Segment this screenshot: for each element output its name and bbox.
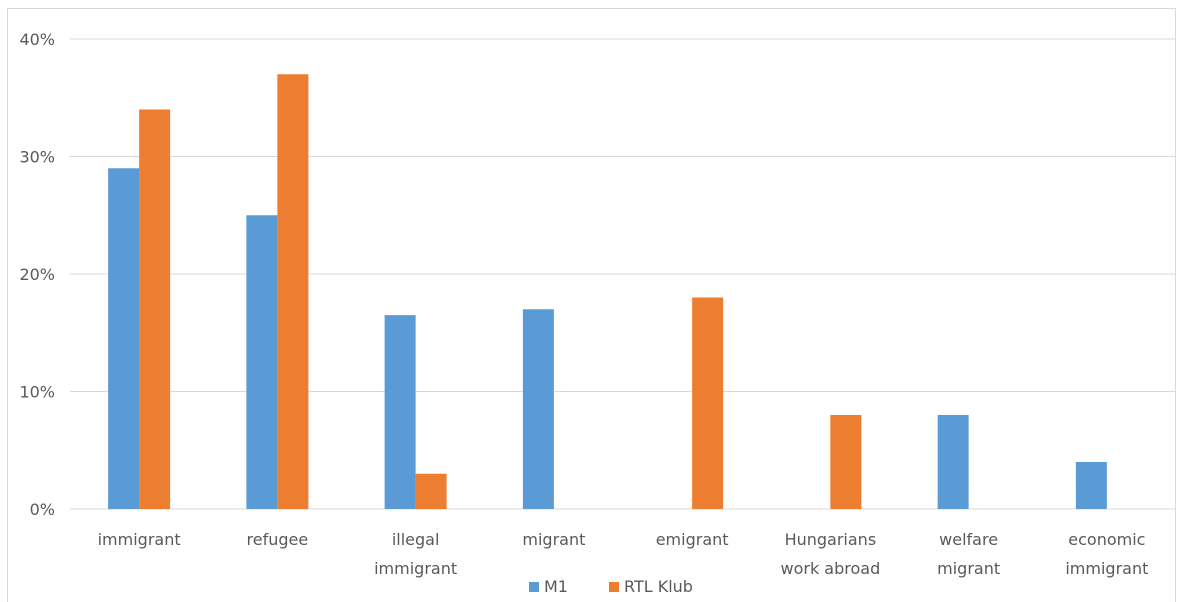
bar-m1 [384, 315, 416, 509]
x-category-label: work abroad [781, 559, 881, 578]
gridlines [70, 38, 1176, 510]
x-axis-labels: immigrant refugee illegal immigrant migrant e… [98, 530, 1149, 578]
x-category-label: emigrant [656, 530, 729, 549]
legend-swatch [529, 582, 539, 592]
bar-rtl-klub [830, 415, 862, 509]
y-tick-label: 10% [19, 383, 55, 402]
bar-m1 [246, 215, 278, 509]
legend-label: RTL Klub [624, 577, 693, 596]
bar-m1 [522, 309, 554, 509]
bar-m1 [108, 168, 140, 509]
bar-m1 [1075, 462, 1107, 509]
y-tick-label: 20% [19, 265, 55, 284]
bars [108, 74, 1107, 509]
legend: M1 RTL Klub [529, 577, 693, 596]
bar-m1 [937, 415, 969, 509]
bar-rtl-klub [415, 473, 447, 509]
bar-rtl-klub [692, 297, 724, 509]
y-tick-label: 40% [19, 30, 55, 49]
x-category-label: economic [1068, 530, 1145, 549]
x-category-label: immigrant [374, 559, 457, 578]
x-category-label: refugee [247, 530, 309, 549]
x-category-label: migrant [937, 559, 1000, 578]
x-category-label: illegal [392, 530, 440, 549]
y-tick-label: 0% [30, 500, 55, 519]
x-category-label: welfare [939, 530, 998, 549]
x-category-label: immigrant [98, 530, 181, 549]
x-category-label: Hungarians [785, 530, 877, 549]
x-category-label: immigrant [1065, 559, 1148, 578]
x-category-label: migrant [522, 530, 585, 549]
y-tick-label: 30% [19, 148, 55, 167]
legend-label: M1 [544, 577, 568, 596]
bar-rtl-klub [139, 109, 171, 509]
bar-rtl-klub [277, 74, 309, 509]
legend-swatch [609, 582, 619, 592]
y-axis-ticks: 0% 10% 20% 30% 40% [19, 30, 55, 519]
chart-frame [7, 8, 1176, 602]
